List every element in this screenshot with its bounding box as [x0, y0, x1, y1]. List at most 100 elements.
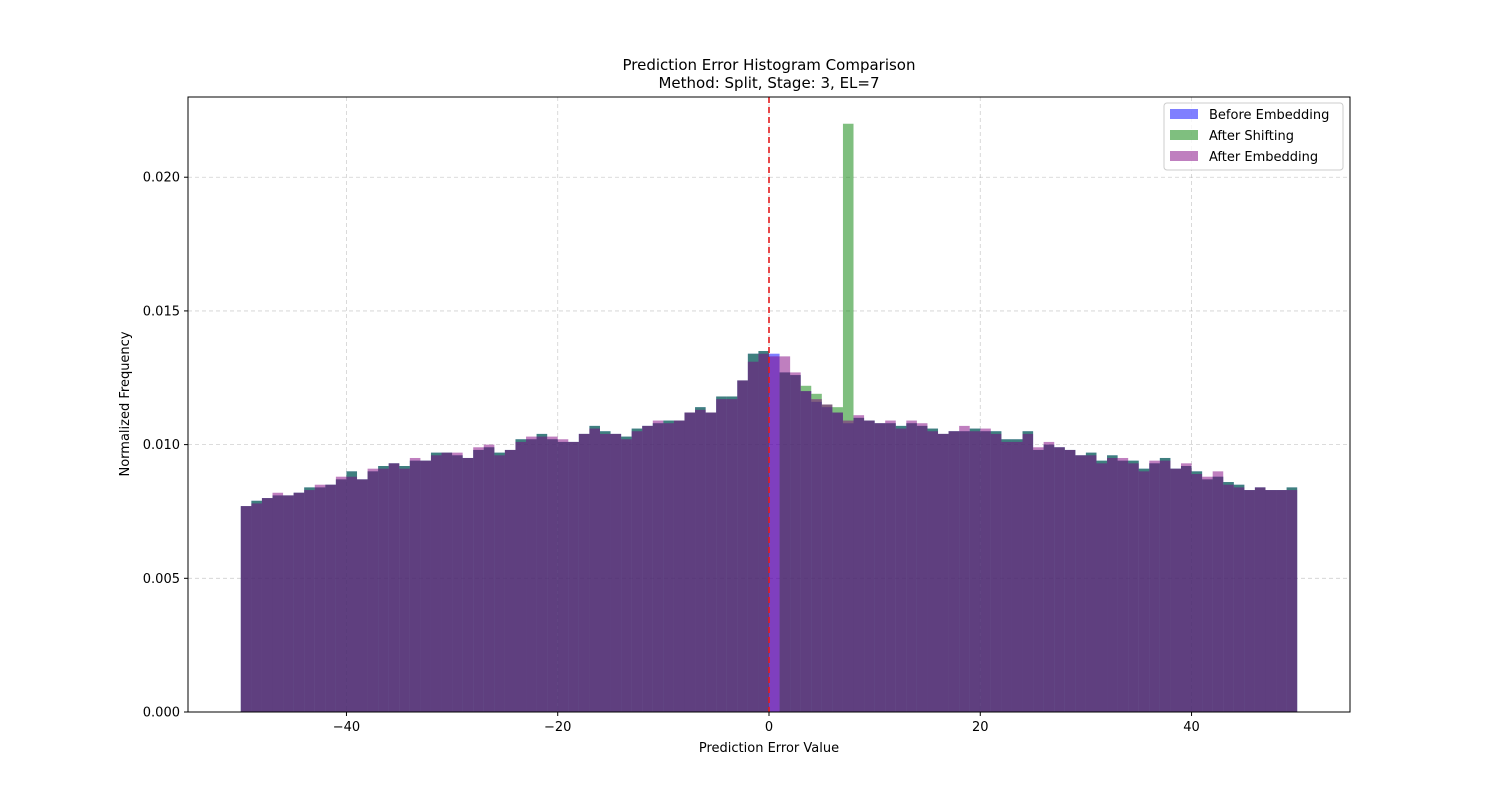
histogram-bar	[906, 420, 917, 712]
histogram-bar	[1033, 447, 1044, 712]
histogram-bar	[1180, 463, 1192, 712]
y-tick-label: 0.015	[143, 304, 180, 319]
histogram-bar	[1075, 455, 1086, 712]
histogram-bar	[346, 476, 358, 712]
histogram-bar	[705, 412, 717, 712]
histogram-bar	[864, 420, 875, 712]
histogram-bar	[948, 431, 960, 712]
histogram-bar	[304, 490, 315, 712]
histogram-bar	[1233, 487, 1245, 712]
histogram-bar	[494, 455, 505, 712]
histogram-bar	[832, 412, 843, 712]
histogram-bar	[1128, 463, 1139, 712]
histogram-bar	[1244, 490, 1255, 712]
histogram-bar	[1064, 449, 1076, 712]
histogram-bar	[420, 460, 431, 712]
histogram-bar	[800, 391, 812, 712]
histogram-bar	[1043, 441, 1055, 712]
histogram-bar	[642, 425, 653, 712]
x-axis-label: Prediction Error Value	[699, 741, 839, 756]
x-tick-label: 40	[1183, 720, 1200, 735]
histogram-bar	[1054, 447, 1065, 712]
chart-subtitle: Method: Split, Stage: 3, EL=7	[658, 74, 879, 92]
histogram-bar	[547, 436, 558, 712]
histogram-bar	[1159, 460, 1171, 712]
y-tick-label: 0.020	[143, 171, 180, 186]
y-tick-label: 0.000	[143, 706, 180, 721]
chart-title: Prediction Error Histogram Comparison	[622, 56, 915, 74]
histogram-bar	[842, 420, 854, 712]
histogram-bars	[240, 123, 1298, 712]
histogram-bar	[1022, 433, 1034, 712]
legend-swatch	[1170, 151, 1198, 161]
histogram-bar	[367, 468, 379, 712]
histogram-bar	[631, 431, 643, 712]
histogram-bar	[695, 409, 706, 712]
histogram-bar	[473, 447, 484, 712]
histogram-bar	[1001, 441, 1012, 712]
histogram-bar	[1265, 490, 1277, 712]
histogram-bar	[1149, 460, 1160, 712]
histogram-bar	[652, 420, 664, 712]
histogram-bar	[441, 452, 453, 712]
series-after-embedding	[240, 353, 1298, 712]
histogram-bar	[1117, 457, 1129, 712]
histogram-bar	[251, 503, 262, 712]
histogram-bar	[357, 479, 368, 712]
histogram-bar	[504, 449, 516, 712]
histogram-bar	[272, 492, 284, 712]
histogram-bar	[621, 439, 632, 712]
histogram-bar	[1138, 471, 1150, 712]
legend: Before Embedding After Shifting After Embe…	[1163, 102, 1344, 171]
histogram-bar	[1191, 474, 1203, 712]
x-tick-label: −20	[544, 720, 571, 735]
histogram-bar	[811, 399, 822, 712]
histogram-bar	[885, 420, 896, 712]
histogram-bar	[483, 444, 495, 712]
histogram-bar	[938, 433, 949, 712]
histogram-bar	[769, 356, 780, 712]
histogram-bar	[980, 428, 991, 712]
histogram-bar	[758, 353, 769, 712]
histogram-bar	[1202, 476, 1213, 712]
histogram-bar	[536, 436, 548, 712]
histogram-bar	[430, 455, 442, 712]
histogram-bar	[969, 431, 981, 712]
histogram-bar	[283, 495, 294, 712]
x-axis-ticks: −40 −20 0 20 40	[333, 712, 1200, 735]
legend-swatch	[1170, 130, 1198, 140]
histogram-bar	[325, 484, 336, 712]
histogram-bar	[916, 423, 928, 712]
histogram-bar	[716, 399, 727, 712]
histogram-bar	[1107, 457, 1118, 712]
histogram-bar	[853, 415, 865, 712]
histogram-bar	[610, 433, 622, 712]
histogram-bar	[240, 506, 252, 712]
histogram-bar	[673, 420, 685, 712]
x-tick-label: −40	[333, 720, 360, 735]
histogram-bar	[1085, 455, 1097, 712]
histogram-bar	[1223, 484, 1234, 712]
x-tick-label: 0	[765, 720, 773, 735]
histogram-bar	[779, 356, 791, 712]
histogram-bar	[895, 428, 907, 712]
x-tick-label: 20	[972, 720, 989, 735]
histogram-bar	[927, 431, 939, 712]
histogram-bar	[568, 441, 579, 712]
histogram-bar	[378, 468, 389, 712]
histogram-bar	[1276, 490, 1287, 712]
histogram-bar	[842, 123, 854, 712]
histogram-bar	[959, 425, 970, 712]
histogram-bar	[599, 433, 611, 712]
histogram-bar	[388, 463, 400, 712]
legend-label: Before Embedding	[1209, 108, 1329, 123]
histogram-bar	[515, 441, 527, 712]
legend-label: After Shifting	[1209, 129, 1294, 144]
histogram-bar	[821, 404, 833, 712]
histogram-bar	[1170, 468, 1181, 712]
histogram-bar	[314, 484, 326, 712]
histogram-bar	[1286, 490, 1298, 712]
histogram-bar	[462, 457, 474, 712]
